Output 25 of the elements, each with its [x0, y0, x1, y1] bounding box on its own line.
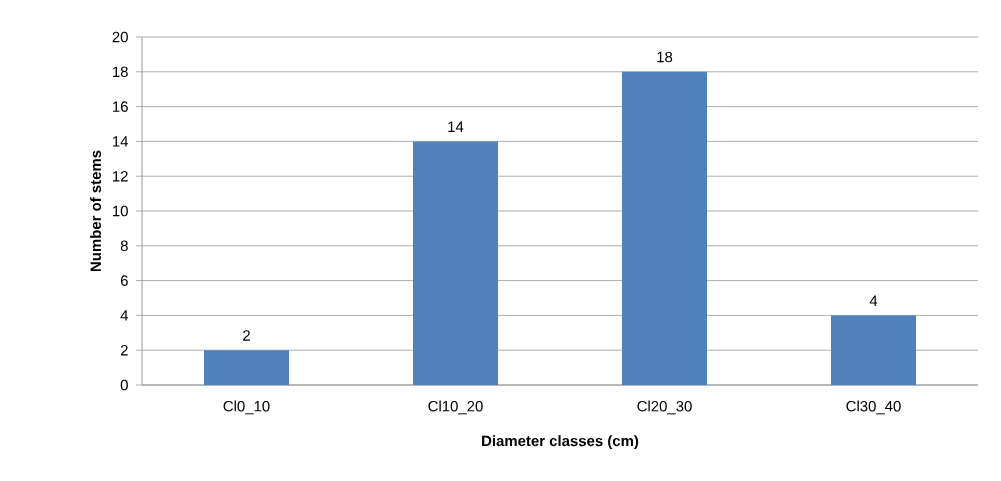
bar	[413, 141, 498, 385]
x-axis-title: Diameter classes (cm)	[482, 435, 639, 450]
x-tick-label: Cl20_30	[637, 400, 692, 415]
y-tick-label: 6	[120, 275, 128, 286]
bar	[622, 71, 707, 385]
bar	[831, 315, 917, 385]
y-tick-label: 2	[120, 344, 128, 356]
data-label: 14	[448, 121, 464, 132]
y-tick-label: 4	[120, 310, 129, 321]
y-tick-label: 0	[120, 379, 128, 391]
data-label: 18	[657, 51, 673, 63]
y-tick-label: 10	[113, 205, 128, 217]
y-tick-label: 16	[113, 101, 128, 112]
y-tick-label: 8	[120, 240, 128, 252]
data-label: 4	[869, 295, 878, 306]
x-tick-label: Cl0_10	[223, 400, 270, 415]
y-tick-label: 18	[113, 66, 128, 78]
x-tick-label: Cl10_20	[428, 400, 483, 415]
y-tick-label: 14	[113, 136, 129, 147]
y-tick-label: 20	[112, 31, 128, 43]
bar	[204, 350, 289, 385]
x-tick-label: Cl30_40	[846, 400, 901, 415]
data-label: 2	[243, 330, 250, 341]
y-axis-title: Number of stems	[90, 150, 102, 272]
y-tick-label: 12	[113, 170, 128, 182]
